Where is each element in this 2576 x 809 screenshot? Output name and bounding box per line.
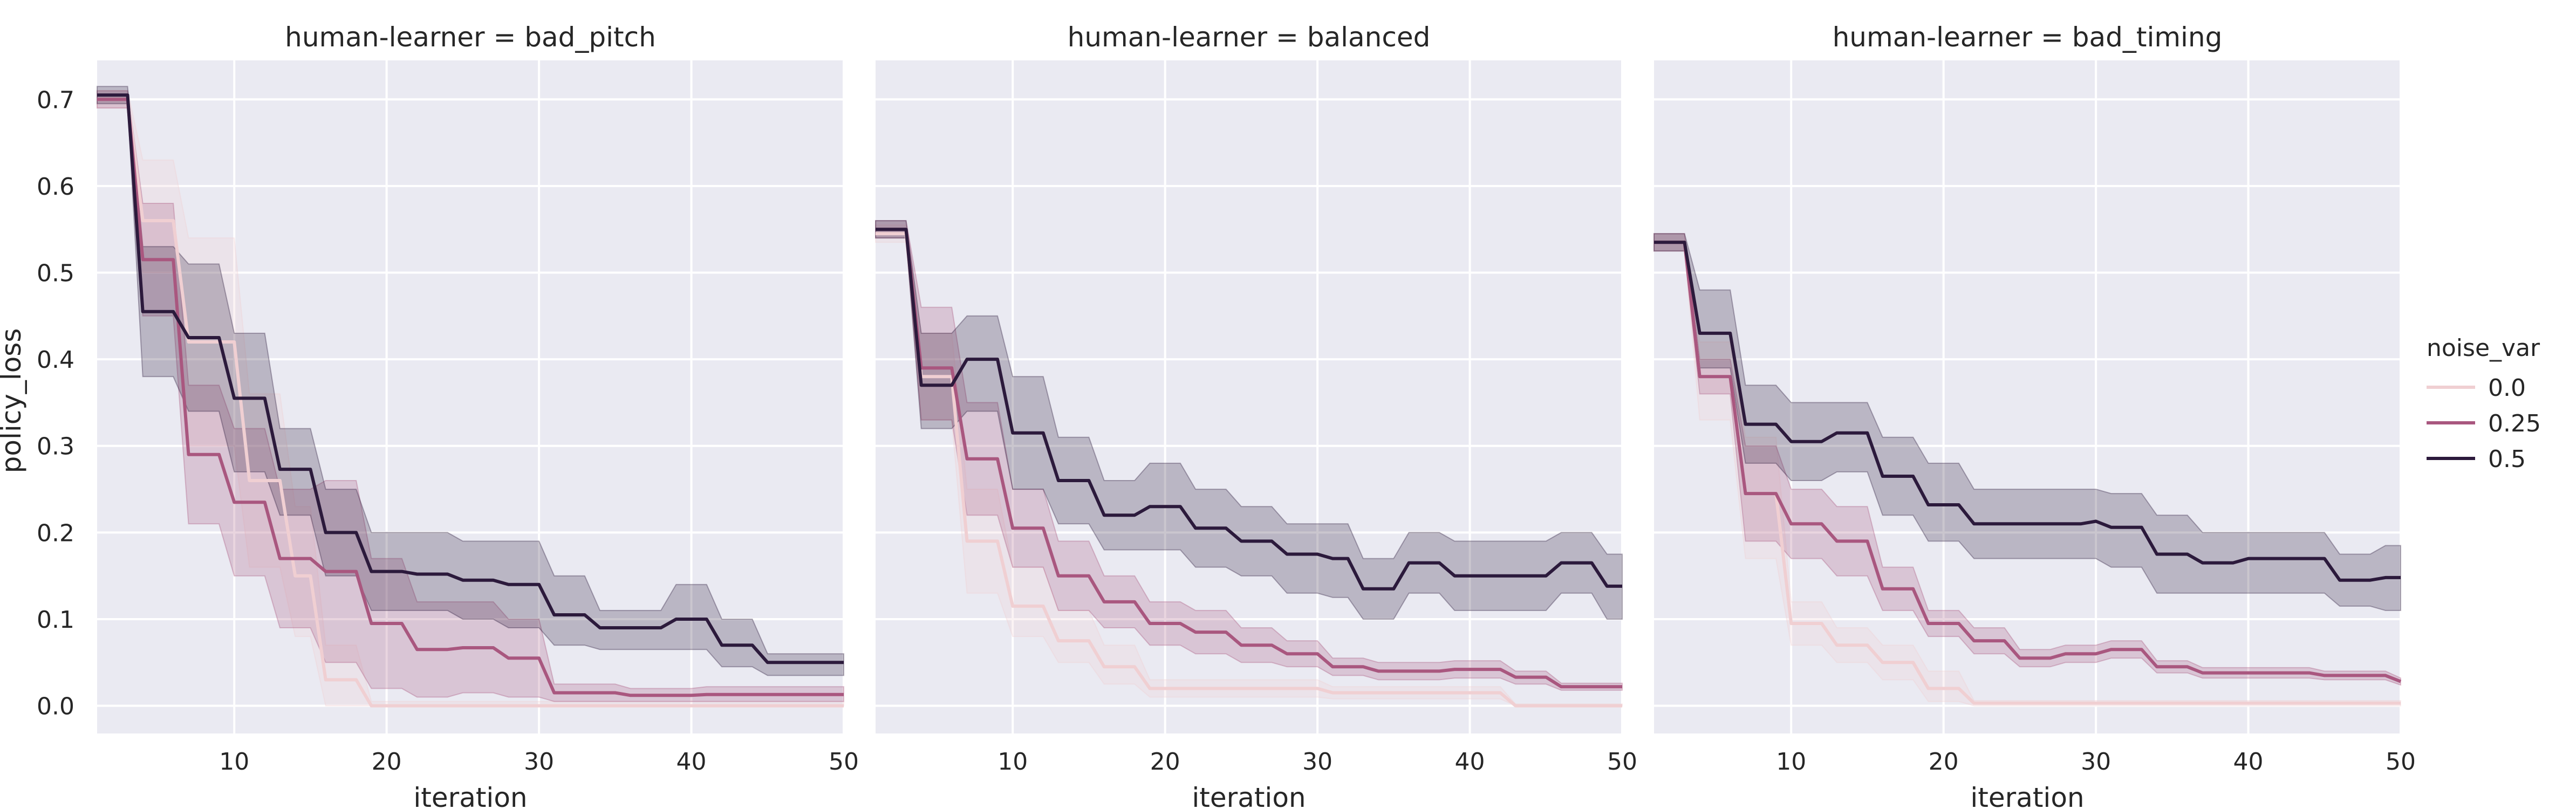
panel-title: human-learner = bad_timing xyxy=(1833,22,2223,53)
series-line-0.0 xyxy=(97,98,844,708)
x-tick-label: 50 xyxy=(829,748,859,776)
series-line-0.5 xyxy=(1654,241,2401,582)
x-tick-label: 30 xyxy=(524,748,554,776)
confidence-band-0.5 xyxy=(875,220,1623,620)
x-axis-label: iteration xyxy=(413,782,527,809)
y-tick-label: 0.1 xyxy=(37,606,74,634)
legend-title: noise_var xyxy=(2427,334,2540,362)
x-tick-label: 30 xyxy=(2081,748,2111,776)
x-tick-label: 10 xyxy=(1776,748,1806,776)
confidence-band-0.0 xyxy=(1653,233,2401,707)
series-line-0.25 xyxy=(1654,241,2402,683)
y-tick-label: 0.2 xyxy=(37,519,74,547)
x-axis-label: iteration xyxy=(1192,782,1306,809)
panel-1: human-learner = bad_pitch 10 20 30 40 50 itera… xyxy=(37,22,859,809)
series-line-0.0 xyxy=(876,232,1622,708)
y-tick-label: 0.0 xyxy=(37,693,74,721)
confidence-band-0.5 xyxy=(97,86,844,676)
series-line-0.25 xyxy=(97,98,844,697)
y-tick-label: 0.7 xyxy=(37,86,74,114)
x-tick-label: 20 xyxy=(1150,748,1180,776)
x-tick-label: 40 xyxy=(2233,748,2264,776)
y-tick-label: 0.5 xyxy=(37,260,74,287)
y-tick-label: 0.4 xyxy=(37,346,74,374)
confidence-band-0.25 xyxy=(97,90,844,702)
y-axis-label: policy_loss xyxy=(0,328,27,474)
y-tick-label: 0.3 xyxy=(37,433,74,461)
legend: noise_var 0.0 0.25 0.5 xyxy=(2427,334,2541,473)
series-line-0.5 xyxy=(876,228,1622,591)
panel-3: human-learner = bad_timing 10 20 30 40 50 iter… xyxy=(1653,22,2416,809)
plot-background xyxy=(97,60,844,733)
panels: human-learner = bad_pitch 10 20 30 40 50 itera… xyxy=(37,22,2416,809)
x-tick-label: 40 xyxy=(1455,748,1485,776)
x-tick-label: 50 xyxy=(2386,748,2416,776)
x-tick-label: 40 xyxy=(677,748,707,776)
x-tick-label: 30 xyxy=(1302,748,1333,776)
y-tick-label: 0.6 xyxy=(37,173,74,201)
series-line-0.5 xyxy=(97,93,844,664)
confidence-band-0.25 xyxy=(1653,233,2401,686)
x-tick-label: 20 xyxy=(372,748,402,776)
legend-label-0.0: 0.0 xyxy=(2488,374,2526,402)
confidence-band-0.25 xyxy=(875,220,1623,691)
x-axis-label: iteration xyxy=(1970,782,2084,809)
panel-title: human-learner = balanced xyxy=(1068,22,1431,53)
legend-label-0.25: 0.25 xyxy=(2488,410,2541,437)
x-tick-label: 10 xyxy=(219,748,249,776)
panel-2: human-learner = balanced 10 20 30 40 50 iterat… xyxy=(875,22,1637,809)
x-tick-label: 10 xyxy=(997,748,1028,776)
legend-label-0.5: 0.5 xyxy=(2488,445,2526,473)
plot-background xyxy=(876,60,1622,733)
x-tick-label: 50 xyxy=(1607,748,1637,776)
x-tick-label: 20 xyxy=(1929,748,1959,776)
panel-title: human-learner = bad_pitch xyxy=(285,22,656,53)
series-line-0.25 xyxy=(876,228,1622,689)
plot-background xyxy=(1654,60,2401,733)
confidence-band-0.5 xyxy=(1653,233,2401,611)
